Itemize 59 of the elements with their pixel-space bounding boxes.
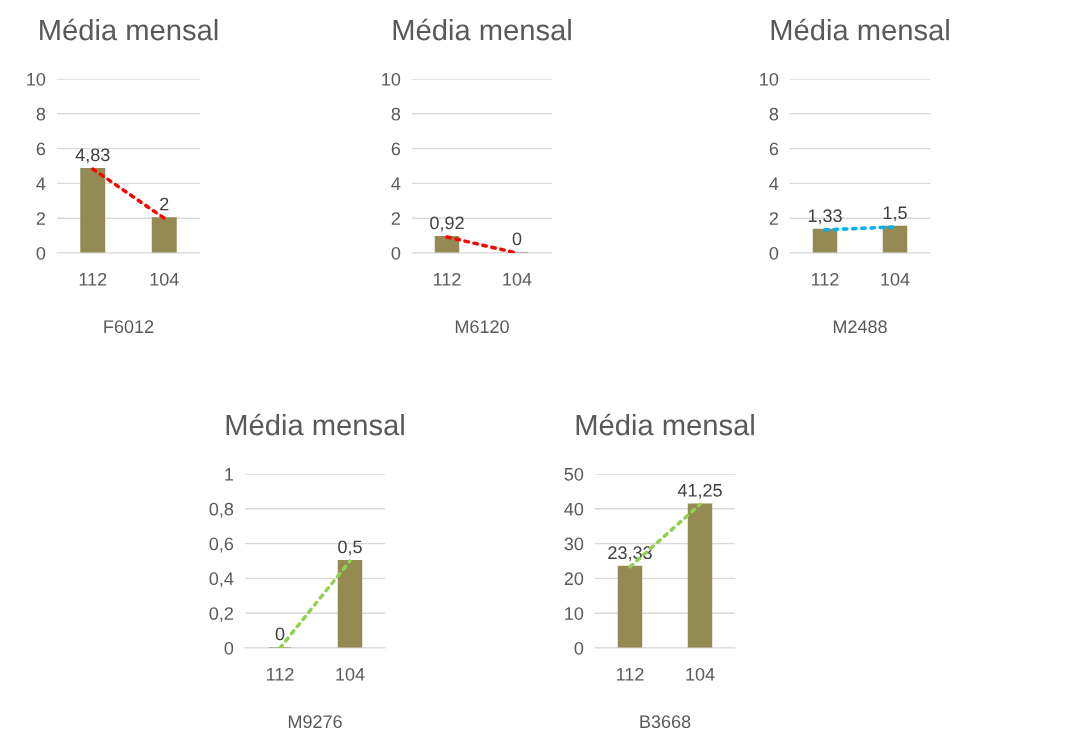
chart-title: Média mensal bbox=[226, 413, 404, 436]
x-axis-title: B3668 bbox=[640, 715, 691, 729]
y-tick-label: 40 bbox=[564, 502, 584, 516]
data-label: 0,92 bbox=[430, 216, 464, 232]
y-tick-label: 0,4 bbox=[209, 572, 234, 588]
chart-title: Média mensal bbox=[771, 18, 949, 41]
x-axis-title: M9276 bbox=[288, 715, 342, 729]
chart-title: Média mensal bbox=[576, 413, 754, 436]
y-tick-label: 10 bbox=[760, 72, 779, 86]
data-label: 4,83 bbox=[75, 148, 110, 164]
y-tick-label: 2 bbox=[391, 212, 400, 225]
x-tick-label: 112 bbox=[79, 272, 107, 286]
y-tick-label: 2 bbox=[769, 212, 778, 225]
y-tick-label: 10 bbox=[565, 607, 584, 620]
x-tick-label: 112 bbox=[266, 667, 294, 681]
data-label: 41,25 bbox=[677, 483, 722, 499]
x-tick-label: 104 bbox=[336, 667, 365, 681]
y-tick-label: 8 bbox=[36, 107, 46, 121]
y-tick-label: 4 bbox=[36, 177, 46, 190]
y-tick-label: 6 bbox=[36, 142, 46, 156]
data-label: 1,5 bbox=[883, 206, 907, 222]
x-tick-label: 112 bbox=[433, 272, 461, 286]
chart-title: Média mensal bbox=[393, 18, 571, 41]
data-label: 2 bbox=[160, 197, 169, 211]
data-label: 0,5 bbox=[338, 540, 362, 556]
y-tick-label: 2 bbox=[36, 212, 45, 225]
y-tick-label: 0 bbox=[769, 246, 779, 260]
y-tick-label: 10 bbox=[382, 72, 401, 86]
data-label: 0 bbox=[275, 627, 285, 641]
y-tick-label: 30 bbox=[564, 537, 584, 551]
x-tick-label: 104 bbox=[686, 667, 715, 681]
y-tick-label: 0 bbox=[391, 246, 401, 260]
x-tick-label: 112 bbox=[811, 272, 839, 286]
y-tick-label: 8 bbox=[391, 107, 401, 121]
y-tick-label: 0 bbox=[224, 641, 234, 655]
y-tick-label: 6 bbox=[391, 142, 401, 156]
y-tick-label: 10 bbox=[27, 72, 46, 86]
x-axis-title: F6012 bbox=[104, 320, 154, 334]
x-axis-title: M2488 bbox=[833, 320, 887, 334]
y-tick-label: 50 bbox=[564, 467, 584, 481]
y-tick-label: 20 bbox=[564, 572, 584, 586]
x-tick-label: 104 bbox=[503, 272, 532, 286]
y-tick-label: 0 bbox=[36, 246, 46, 260]
x-axis-title: M6120 bbox=[455, 320, 509, 334]
y-tick-label: 0,6 bbox=[209, 537, 234, 553]
y-tick-label: 4 bbox=[769, 177, 779, 190]
data-label: 1,33 bbox=[808, 209, 842, 225]
x-tick-label: 104 bbox=[150, 272, 179, 286]
y-tick-label: 8 bbox=[769, 107, 779, 121]
data-label: 0 bbox=[512, 232, 522, 246]
y-tick-label: 1 bbox=[225, 468, 234, 481]
y-tick-label: 0,8 bbox=[209, 502, 234, 518]
x-tick-label: 112 bbox=[616, 667, 644, 681]
y-tick-label: 0 bbox=[574, 641, 584, 655]
y-tick-label: 6 bbox=[769, 142, 779, 156]
x-tick-label: 104 bbox=[881, 272, 910, 286]
y-tick-label: 0,2 bbox=[209, 607, 233, 623]
y-tick-label: 4 bbox=[391, 177, 401, 190]
chart-title: Média mensal bbox=[40, 18, 218, 41]
